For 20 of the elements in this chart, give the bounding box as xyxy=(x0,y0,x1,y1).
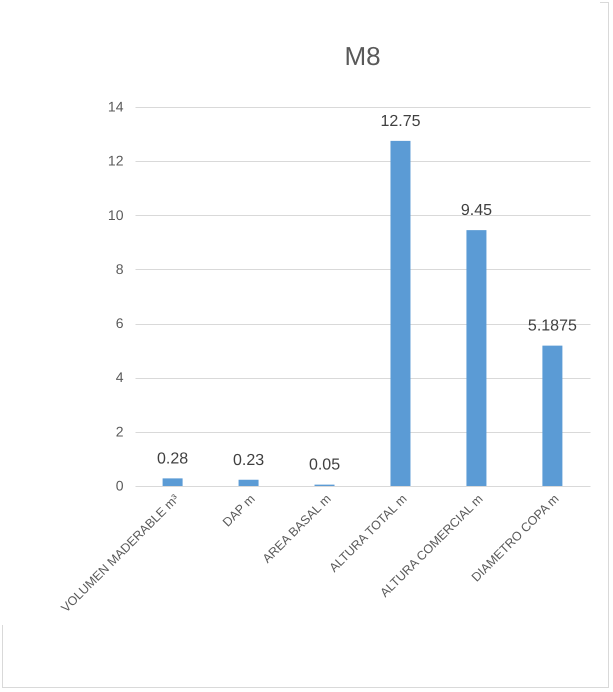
bar xyxy=(542,346,562,486)
data-label: 0.28 xyxy=(157,450,188,468)
bar xyxy=(466,230,486,486)
y-tick-label: 6 xyxy=(116,315,124,332)
chart-title: M8 xyxy=(344,41,381,71)
y-tick-label: 10 xyxy=(108,206,124,223)
y-tick-label: 14 xyxy=(108,98,124,114)
data-label: 9.45 xyxy=(460,202,492,220)
bar xyxy=(162,478,183,486)
data-label: 5.1875 xyxy=(528,318,577,335)
y-tick-label: 2 xyxy=(116,423,124,440)
y-tick-label: 8 xyxy=(116,260,124,277)
data-label: 12.75 xyxy=(380,112,421,130)
y-tick-label: 12 xyxy=(108,152,124,169)
data-label: 0.05 xyxy=(308,456,340,474)
bar xyxy=(238,480,259,486)
y-tick-label: 4 xyxy=(116,369,124,386)
data-label: 0.23 xyxy=(232,452,264,469)
y-tick-label: 0 xyxy=(116,478,124,494)
bar xyxy=(390,140,410,486)
